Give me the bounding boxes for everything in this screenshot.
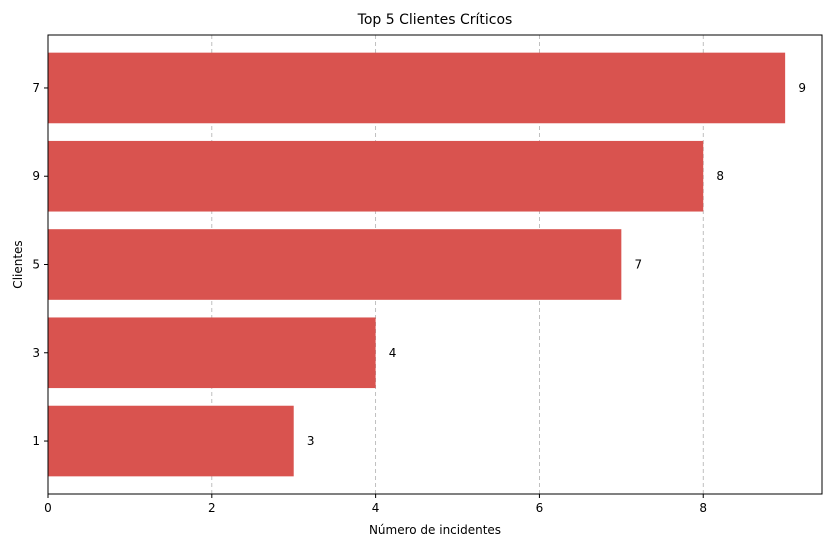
bar-data-label: 9 <box>798 81 806 95</box>
y-axis: 7 9 5 3 1 <box>32 81 48 448</box>
x-axis-label: Número de incidentes <box>369 523 501 537</box>
data-labels-layer: 9 8 7 4 3 <box>307 81 806 448</box>
x-tick-label: 0 <box>44 501 52 515</box>
bar-data-label: 8 <box>716 169 724 183</box>
y-tick-label: 3 <box>32 346 40 360</box>
bars-layer <box>48 52 786 477</box>
x-tick-label: 8 <box>699 501 707 515</box>
x-tick-label: 6 <box>536 501 544 515</box>
bar-data-label: 7 <box>635 258 643 272</box>
bar <box>48 140 704 212</box>
bar-data-label: 4 <box>389 346 397 360</box>
bar-data-label: 3 <box>307 434 315 448</box>
y-tick-label: 5 <box>32 258 40 272</box>
x-tick-label: 2 <box>208 501 216 515</box>
bar <box>48 229 622 300</box>
y-tick-label: 1 <box>32 434 40 448</box>
chart-title: Top 5 Clientes Críticos <box>357 12 513 28</box>
bar <box>48 52 786 124</box>
x-axis: 0 2 4 6 8 <box>44 494 707 515</box>
y-tick-label: 9 <box>32 169 40 183</box>
y-tick-label: 7 <box>32 81 40 95</box>
x-tick-label: 4 <box>372 501 380 515</box>
y-axis-label: Clientes <box>11 240 25 288</box>
bar <box>48 405 294 477</box>
bar <box>48 317 376 389</box>
